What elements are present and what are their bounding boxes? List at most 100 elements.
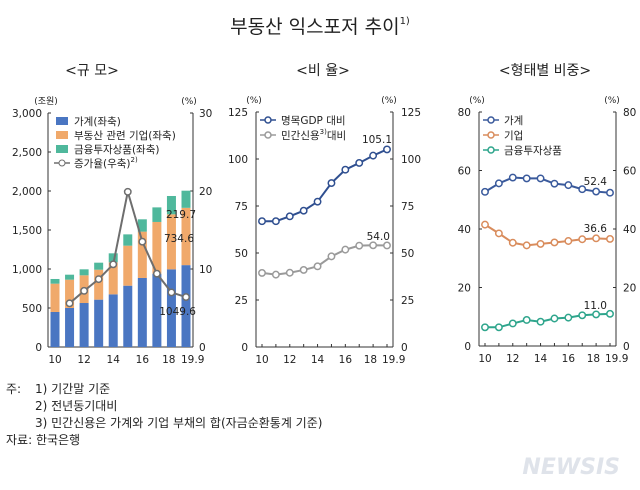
data-point: [508, 319, 517, 328]
y2-tick-label: 75: [401, 201, 414, 213]
bar-segment-1: [123, 245, 133, 286]
data-point: [94, 275, 103, 284]
y2-tick-label: 10: [199, 264, 212, 276]
x-tick-label: 14: [311, 354, 325, 366]
bar-segment-1: [108, 262, 118, 295]
data-point: [494, 179, 503, 188]
y-tick-label: 125: [228, 107, 248, 119]
bar-segment-2: [79, 269, 89, 276]
bar-segment-0: [123, 285, 133, 347]
y2-tick-label: 20: [199, 186, 212, 198]
legend-swatch-realestate-corp: [56, 131, 68, 139]
data-point: [271, 270, 280, 279]
x-tick-label: 10: [478, 353, 491, 365]
x-tick-label: 18: [162, 354, 175, 366]
right-axis-unit: (%): [381, 96, 397, 106]
y2-tick-label: 0: [401, 342, 408, 354]
y-tick-label: 1,000: [12, 264, 42, 276]
legend-ratio: 명목GDP 대비 민간신용3)대비: [260, 115, 346, 142]
data-point: [508, 173, 517, 182]
data-point: [285, 268, 294, 277]
data-point: [536, 239, 545, 248]
left-axis-unit: (조원): [34, 96, 58, 107]
x-tick-label: 12: [77, 354, 90, 366]
data-point: [109, 260, 118, 269]
footnote-label: 주:: [6, 382, 21, 396]
x-tick-label: 19.9: [605, 353, 628, 365]
y-tick-label: 50: [235, 248, 248, 260]
y2-tick-label: 30: [199, 108, 212, 120]
data-point: [494, 229, 503, 238]
data-label-financial-products: 219.7: [166, 209, 196, 221]
newsis-watermark: NEWSIS: [522, 455, 620, 480]
bar-segment-2: [108, 253, 118, 263]
series-line-1: [484, 223, 611, 247]
series-line-2: [485, 312, 611, 329]
data-point: [564, 181, 573, 190]
data-point: [481, 187, 489, 196]
legend-marker-private-credit: [264, 131, 272, 139]
data-point: [355, 158, 364, 167]
y2-tick-label: 80: [623, 107, 636, 119]
data-label-financial-share: 11.0: [584, 300, 607, 312]
data-point: [65, 299, 74, 308]
data-point: [536, 317, 545, 326]
data-label-private-credit: 54.0: [367, 231, 390, 243]
bar-segment-0: [152, 273, 162, 347]
source-note: 자료: 한국은행: [6, 432, 80, 447]
x-tick-label: 14: [534, 353, 548, 365]
data-point: [606, 188, 614, 197]
data-point: [299, 206, 308, 215]
data-point: [327, 179, 336, 188]
y-tick-label: 100: [228, 154, 248, 166]
y-tick-label: 2,000: [12, 186, 42, 198]
data-point: [369, 151, 378, 160]
legend-swatch-household: [56, 117, 68, 125]
y2-tick-label: 0: [623, 341, 630, 353]
y-tick-label: 0: [464, 341, 471, 353]
series-line-1: [261, 244, 388, 276]
data-point: [564, 237, 573, 245]
data-point: [578, 235, 587, 244]
footnote-3: 3) 민간신용은 가계와 기업 부채의 합(자금순환통계 기준): [35, 416, 322, 430]
data-label-realestate-corp: 734.6: [164, 233, 194, 245]
bar-segment-1: [181, 207, 191, 266]
y-tick-label: 1,500: [12, 225, 42, 237]
legend-composition: 가계 기업 금융투자상품: [483, 115, 562, 157]
data-point: [494, 323, 503, 332]
data-point: [327, 252, 336, 261]
y-tick-label: 75: [235, 201, 248, 213]
data-point: [522, 174, 531, 183]
y2-tick-label: 125: [401, 107, 421, 119]
footnote-1: 1) 기간말 기준: [35, 382, 110, 396]
footnotes: 주: 1) 기간말 기준 2) 전년동기대비 3) 민간신용은 가계와 기업 부…: [6, 382, 322, 447]
y-tick-label: 0: [241, 342, 248, 354]
data-label-corp-share: 36.6: [584, 223, 608, 235]
data-point: [592, 187, 601, 196]
footnote-2: 2) 전년동기대비: [35, 399, 117, 413]
y-tick-label: 2,500: [12, 147, 42, 159]
legend-label-realestate-corp: 부동산 관련 기업(좌축): [74, 129, 176, 142]
data-point: [522, 241, 531, 250]
left-axis-unit: (%): [246, 96, 262, 106]
subtitle-composition: <형태별 비중>: [499, 63, 591, 79]
data-point: [167, 288, 176, 297]
data-point: [592, 310, 601, 319]
legend-label-financial-products: 금융투자상품: [504, 145, 562, 157]
data-point: [258, 217, 266, 226]
bar-segment-1: [166, 214, 176, 270]
y2-tick-label: 25: [401, 295, 414, 307]
data-point: [536, 174, 545, 183]
bar-segment-0: [166, 269, 176, 347]
data-point: [123, 187, 132, 196]
bar-segment-2: [152, 207, 162, 222]
x-tick-label: 10: [48, 354, 61, 366]
x-tick-label: 10: [255, 354, 268, 366]
data-point: [564, 313, 573, 322]
legend-label-private-credit: 민간신용3)대비: [281, 128, 346, 142]
legend-label-household: 가계: [504, 115, 523, 127]
legend-scale: 가계(좌축) 부동산 관련 기업(좌축) 금융투자상품(좌축) 증가율(우축)2…: [54, 116, 176, 170]
data-point: [481, 323, 489, 332]
data-point: [341, 165, 350, 174]
